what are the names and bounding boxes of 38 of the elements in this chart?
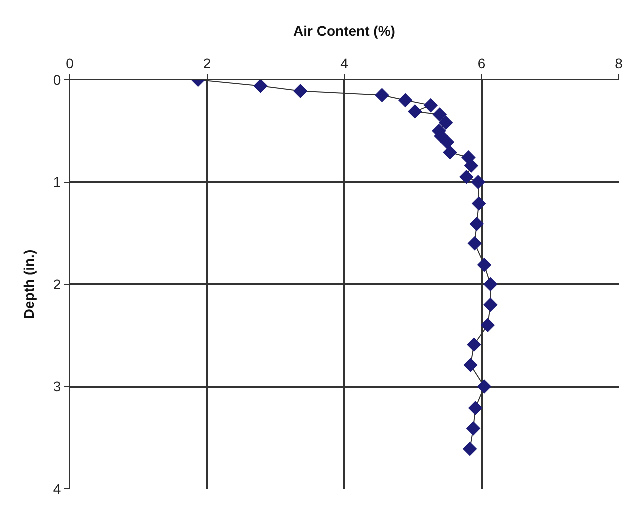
x-tick-label: 0 (66, 55, 74, 72)
point (468, 401, 483, 416)
y-tick-label: 4 (53, 480, 62, 497)
x-tick-label: 6 (478, 55, 486, 72)
y-tick-label: 3 (53, 378, 62, 395)
point (398, 93, 413, 108)
point (484, 298, 498, 312)
point (438, 116, 454, 130)
point (467, 338, 482, 352)
point (462, 442, 478, 456)
y-tick-label: 2 (53, 276, 62, 292)
point (443, 145, 458, 160)
y-tick-label: 0 (53, 72, 62, 88)
point (408, 104, 422, 119)
point (440, 135, 455, 150)
point (480, 318, 496, 333)
point (464, 158, 479, 174)
point (466, 422, 481, 436)
point (254, 80, 268, 94)
point (477, 258, 492, 272)
point (468, 236, 482, 251)
point (472, 196, 486, 211)
y-axis-title: Depth (in.) (21, 250, 38, 320)
x-tick-label: 8 (615, 55, 624, 72)
x-tick-label: 4 (340, 55, 349, 72)
x-axis-title: Air Content (%) (294, 23, 396, 39)
point (484, 277, 498, 292)
point (477, 380, 492, 394)
x-tick-label: 2 (203, 55, 212, 72)
point (464, 358, 478, 372)
point (471, 175, 486, 190)
y-tick-label: 1 (53, 174, 62, 190)
point (375, 88, 390, 102)
point (460, 170, 474, 184)
point (470, 217, 484, 232)
point (424, 98, 438, 113)
point (293, 84, 308, 98)
point (432, 108, 448, 122)
